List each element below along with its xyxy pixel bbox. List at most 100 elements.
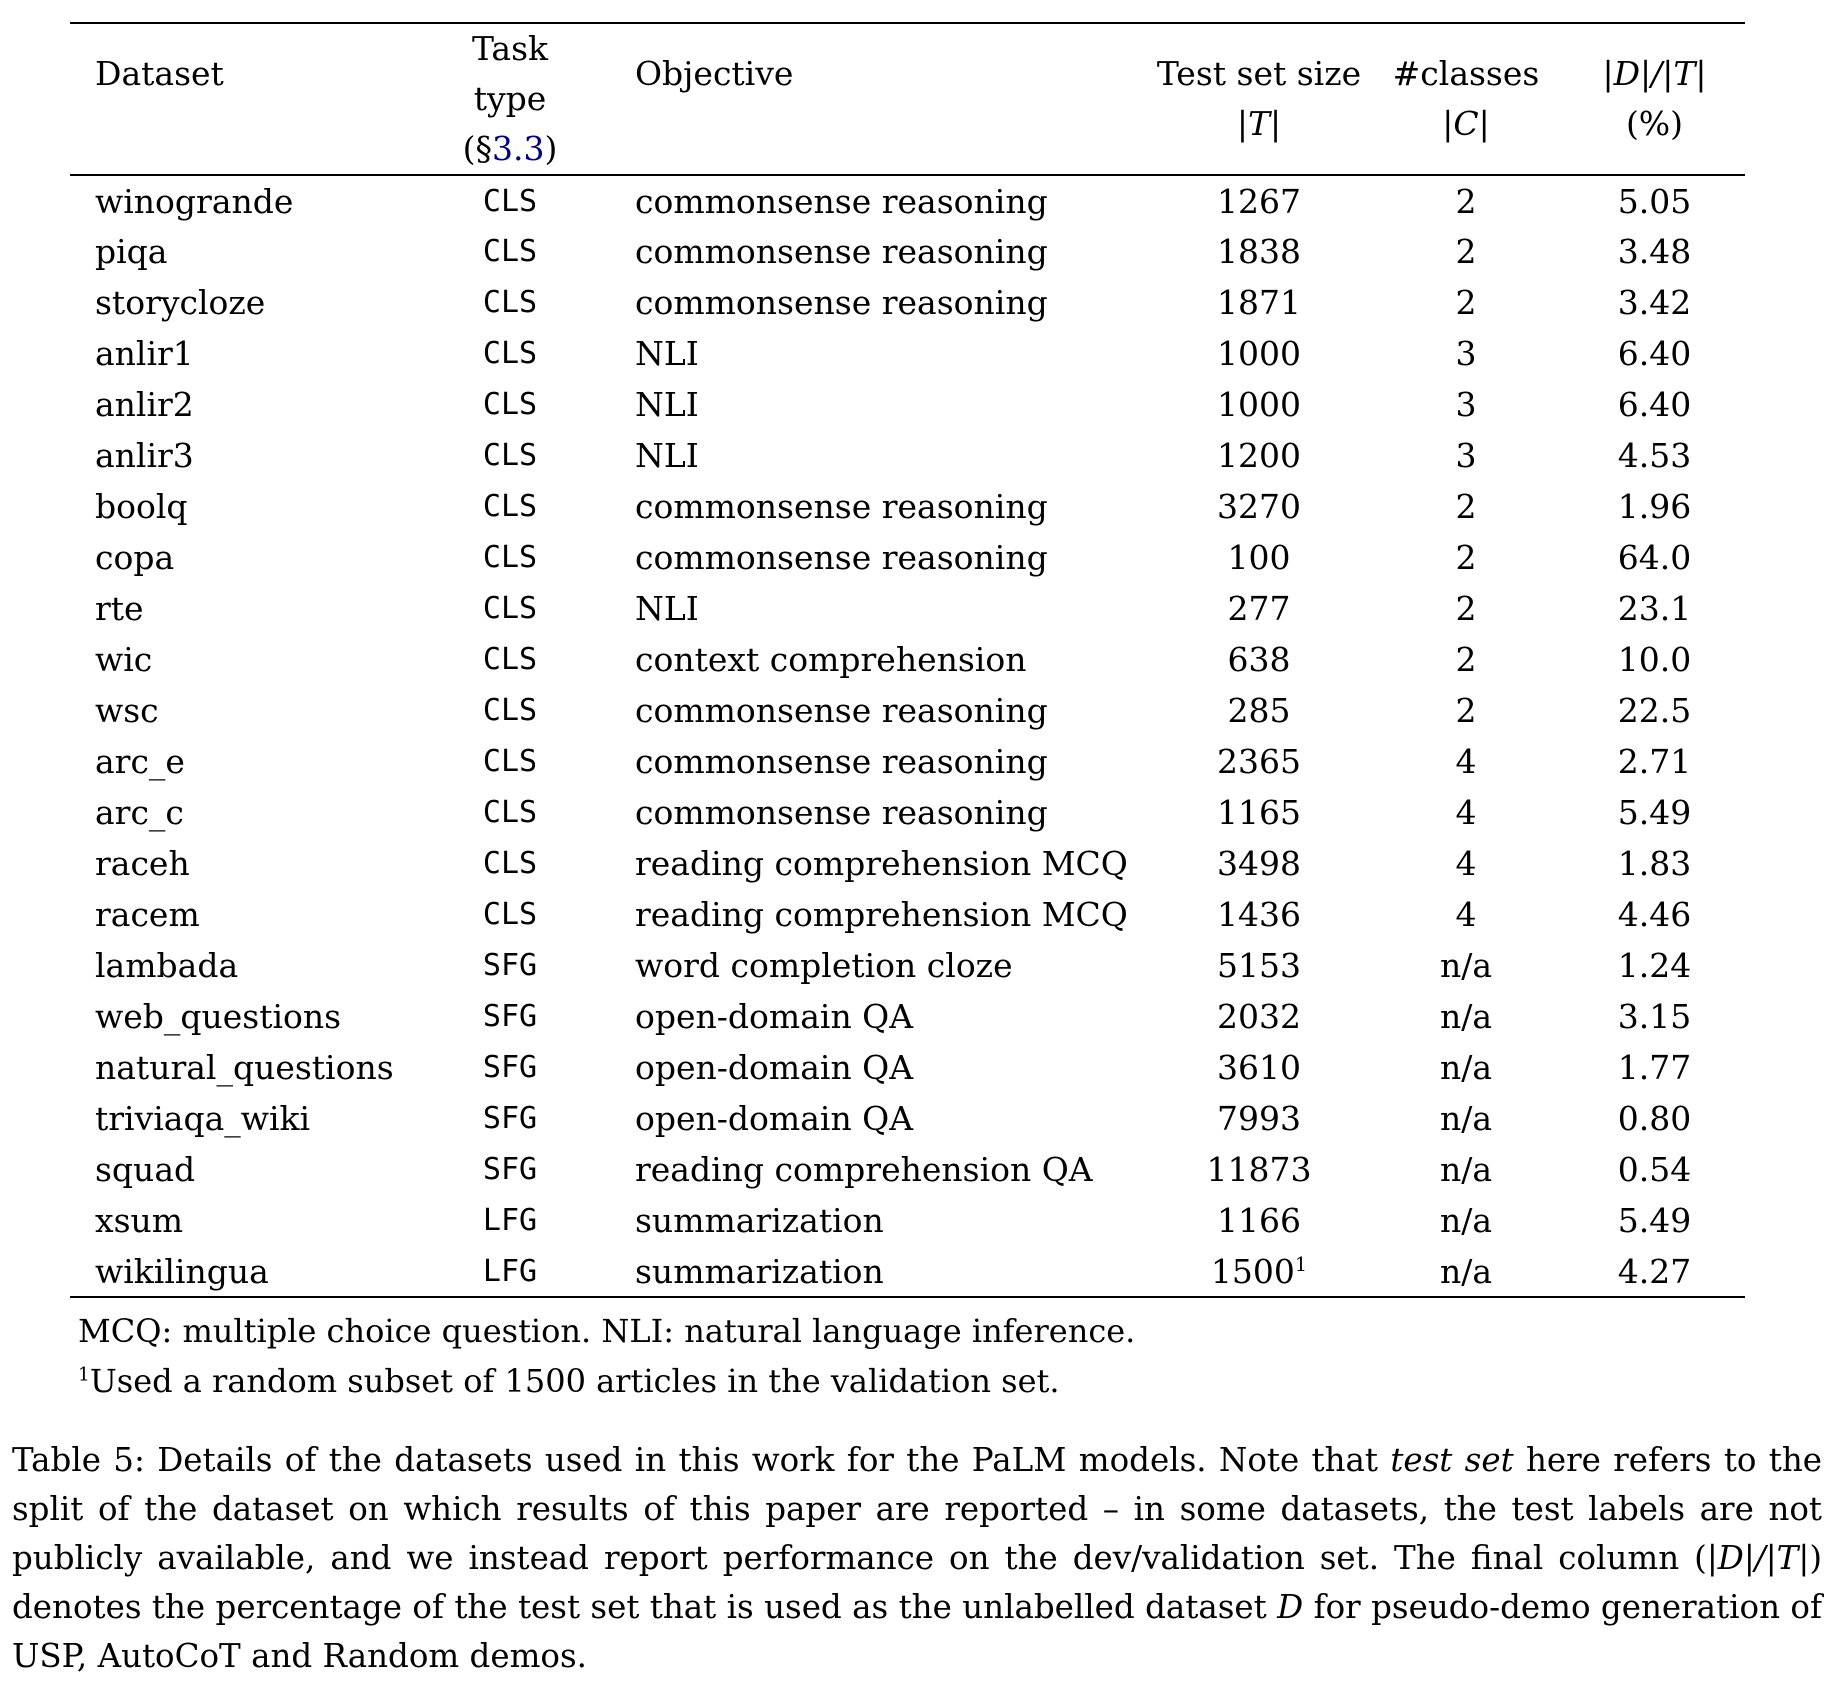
cell-objective: commonsense reasoning xyxy=(635,742,1048,781)
header-ratio: |D|/|T| (%) xyxy=(1564,23,1745,175)
cell-num-classes: 3 xyxy=(1455,385,1477,424)
header-dataset: Dataset xyxy=(70,23,435,175)
cell-dataset: rte xyxy=(95,589,144,628)
header-num-classes-label: #classes xyxy=(1392,54,1540,93)
cell-num-classes: 4 xyxy=(1455,742,1477,781)
cell-test-set-size: 638 xyxy=(1227,640,1291,679)
cell-dataset: triviaqa_wiki xyxy=(95,1099,311,1138)
cell-dataset: anlir2 xyxy=(95,385,194,424)
cell-objective: open-domain QA xyxy=(635,1048,914,1087)
ref-prefix: (§ xyxy=(462,129,492,168)
footnote-subset-marker: 1 xyxy=(78,1364,90,1386)
table-footnotes: MCQ: multiple choice question. NLI: natu… xyxy=(78,1306,1836,1406)
cell-task-type: CLS xyxy=(482,234,538,269)
cell-ratio-pct: 22.5 xyxy=(1617,691,1692,730)
cell-task-type: CLS xyxy=(482,540,538,575)
table-body: winogrande CLS commonsense reasoning 126… xyxy=(70,175,1745,1297)
cell-objective: summarization xyxy=(635,1251,884,1291)
cell-dataset: web_questions xyxy=(95,997,342,1036)
cell-num-classes: n/a xyxy=(1439,1099,1493,1138)
cell-task-type: CLS xyxy=(482,744,538,779)
header-num-classes-symbol: |C| xyxy=(1442,104,1490,143)
table-row: copa CLS commonsense reasoning 100 2 64.… xyxy=(70,532,1745,583)
cell-test-set-size: 3270 xyxy=(1217,487,1301,526)
cell-ratio-pct: 23.1 xyxy=(1617,589,1692,628)
cell-dataset: raceh xyxy=(95,844,190,883)
header-task-type-label: Task type xyxy=(471,29,549,118)
cell-num-classes: 3 xyxy=(1455,334,1477,373)
table-caption: Table 5: Details of the datasets used in… xyxy=(12,1436,1822,1681)
cell-task-type: CLS xyxy=(482,846,538,881)
cell-task-type: CLS xyxy=(482,591,538,626)
cell-dataset: arc_e xyxy=(95,742,185,781)
table-row: lambada SFG word completion cloze 5153 n… xyxy=(70,940,1745,991)
cell-ratio-pct: 4.27 xyxy=(1617,1251,1692,1291)
cell-test-set-size: 3610 xyxy=(1217,1048,1301,1087)
caption-part3: ) denotes the percentage of the test set… xyxy=(12,1539,1822,1626)
table-row: squad SFG reading comprehension QA 11873… xyxy=(70,1144,1745,1195)
table-row: winogrande CLS commonsense reasoning 126… xyxy=(70,175,1745,226)
cell-num-classes: 2 xyxy=(1455,589,1477,628)
cell-ratio-pct: 1.24 xyxy=(1617,946,1692,985)
cell-dataset: arc_c xyxy=(95,793,184,832)
table-row: storycloze CLS commonsense reasoning 187… xyxy=(70,277,1745,328)
cell-task-type: CLS xyxy=(482,642,538,677)
cell-objective: commonsense reasoning xyxy=(635,232,1048,271)
cell-test-set-size: 1838 xyxy=(1217,232,1301,271)
table-row: arc_e CLS commonsense reasoning 2365 4 2… xyxy=(70,736,1745,787)
cell-objective: word completion cloze xyxy=(635,946,1013,985)
cell-ratio-pct: 6.40 xyxy=(1617,385,1692,424)
cell-num-classes: n/a xyxy=(1439,997,1493,1036)
cell-ratio-pct: 2.71 xyxy=(1617,742,1692,781)
table-header: Dataset Task type (§3.3) Objective Test … xyxy=(70,23,1745,175)
cell-dataset: anlir3 xyxy=(95,436,194,475)
cell-test-set-size: 1200 xyxy=(1217,436,1301,475)
datasets-table: Dataset Task type (§3.3) Objective Test … xyxy=(70,22,1745,1298)
test-size-superscript: 1 xyxy=(1294,1252,1308,1276)
header-row: Dataset Task type (§3.3) Objective Test … xyxy=(70,23,1745,175)
cell-ratio-pct: 0.80 xyxy=(1617,1099,1692,1138)
table-row: racem CLS reading comprehension MCQ 1436… xyxy=(70,889,1745,940)
cell-ratio-pct: 1.77 xyxy=(1617,1048,1692,1087)
cell-num-classes: n/a xyxy=(1439,1150,1493,1189)
cell-ratio-pct: 6.40 xyxy=(1617,334,1692,373)
cell-task-type: SFG xyxy=(482,948,538,983)
cell-ratio-pct: 4.46 xyxy=(1617,895,1692,934)
cell-objective: NLI xyxy=(635,436,699,475)
cell-objective: summarization xyxy=(635,1201,884,1240)
cell-objective: context comprehension xyxy=(635,640,1027,679)
cell-ratio-pct: 3.42 xyxy=(1617,283,1692,322)
cell-num-classes: n/a xyxy=(1439,1048,1493,1087)
cell-ratio-pct: 1.83 xyxy=(1617,844,1692,883)
cell-task-type: SFG xyxy=(482,1050,538,1085)
section-3-3-link[interactable]: 3.3 xyxy=(492,129,545,168)
cell-ratio-pct: 0.54 xyxy=(1617,1150,1692,1189)
cell-test-set-size: 1000 xyxy=(1217,334,1301,373)
cell-test-set-size: 1165 xyxy=(1217,793,1301,832)
table-row: wic CLS context comprehension 638 2 10.0 xyxy=(70,634,1745,685)
cell-num-classes: 2 xyxy=(1455,691,1477,730)
cell-task-type: CLS xyxy=(482,897,538,932)
table-row: arc_c CLS commonsense reasoning 1165 4 5… xyxy=(70,787,1745,838)
table-row: anlir3 CLS NLI 1200 3 4.53 xyxy=(70,430,1745,481)
header-objective-label: Objective xyxy=(635,54,794,93)
table-row: web_questions SFG open-domain QA 2032 n/… xyxy=(70,991,1745,1042)
caption-dataset-math: D xyxy=(1277,1588,1304,1626)
cell-objective: reading comprehension MCQ xyxy=(635,895,1128,934)
footnote-subset: 1Used a random subset of 1500 articles i… xyxy=(78,1356,1836,1406)
table-row: xsum LFG summarization 1166 n/a 5.49 xyxy=(70,1195,1745,1246)
table-row: boolq CLS commonsense reasoning 3270 2 1… xyxy=(70,481,1745,532)
table-row: triviaqa_wiki SFG open-domain QA 7993 n/… xyxy=(70,1093,1745,1144)
page-root: Dataset Task type (§3.3) Objective Test … xyxy=(0,22,1836,1675)
header-task-type-ref: (§3.3) xyxy=(435,124,585,174)
cell-num-classes: 4 xyxy=(1455,793,1477,832)
cell-objective: commonsense reasoning xyxy=(635,181,1048,221)
caption-ratio-math: |D|/|T| xyxy=(1706,1539,1810,1577)
cell-num-classes: 3 xyxy=(1455,436,1477,475)
cell-test-set-size: 2032 xyxy=(1217,997,1301,1036)
cell-test-set-size: 7993 xyxy=(1217,1099,1301,1138)
footnote-subset-text: Used a random subset of 1500 articles in… xyxy=(89,1362,1060,1400)
cell-test-set-size: 1166 xyxy=(1217,1201,1301,1240)
cell-task-type: CLS xyxy=(482,285,538,320)
cell-objective: reading comprehension MCQ xyxy=(635,844,1128,883)
